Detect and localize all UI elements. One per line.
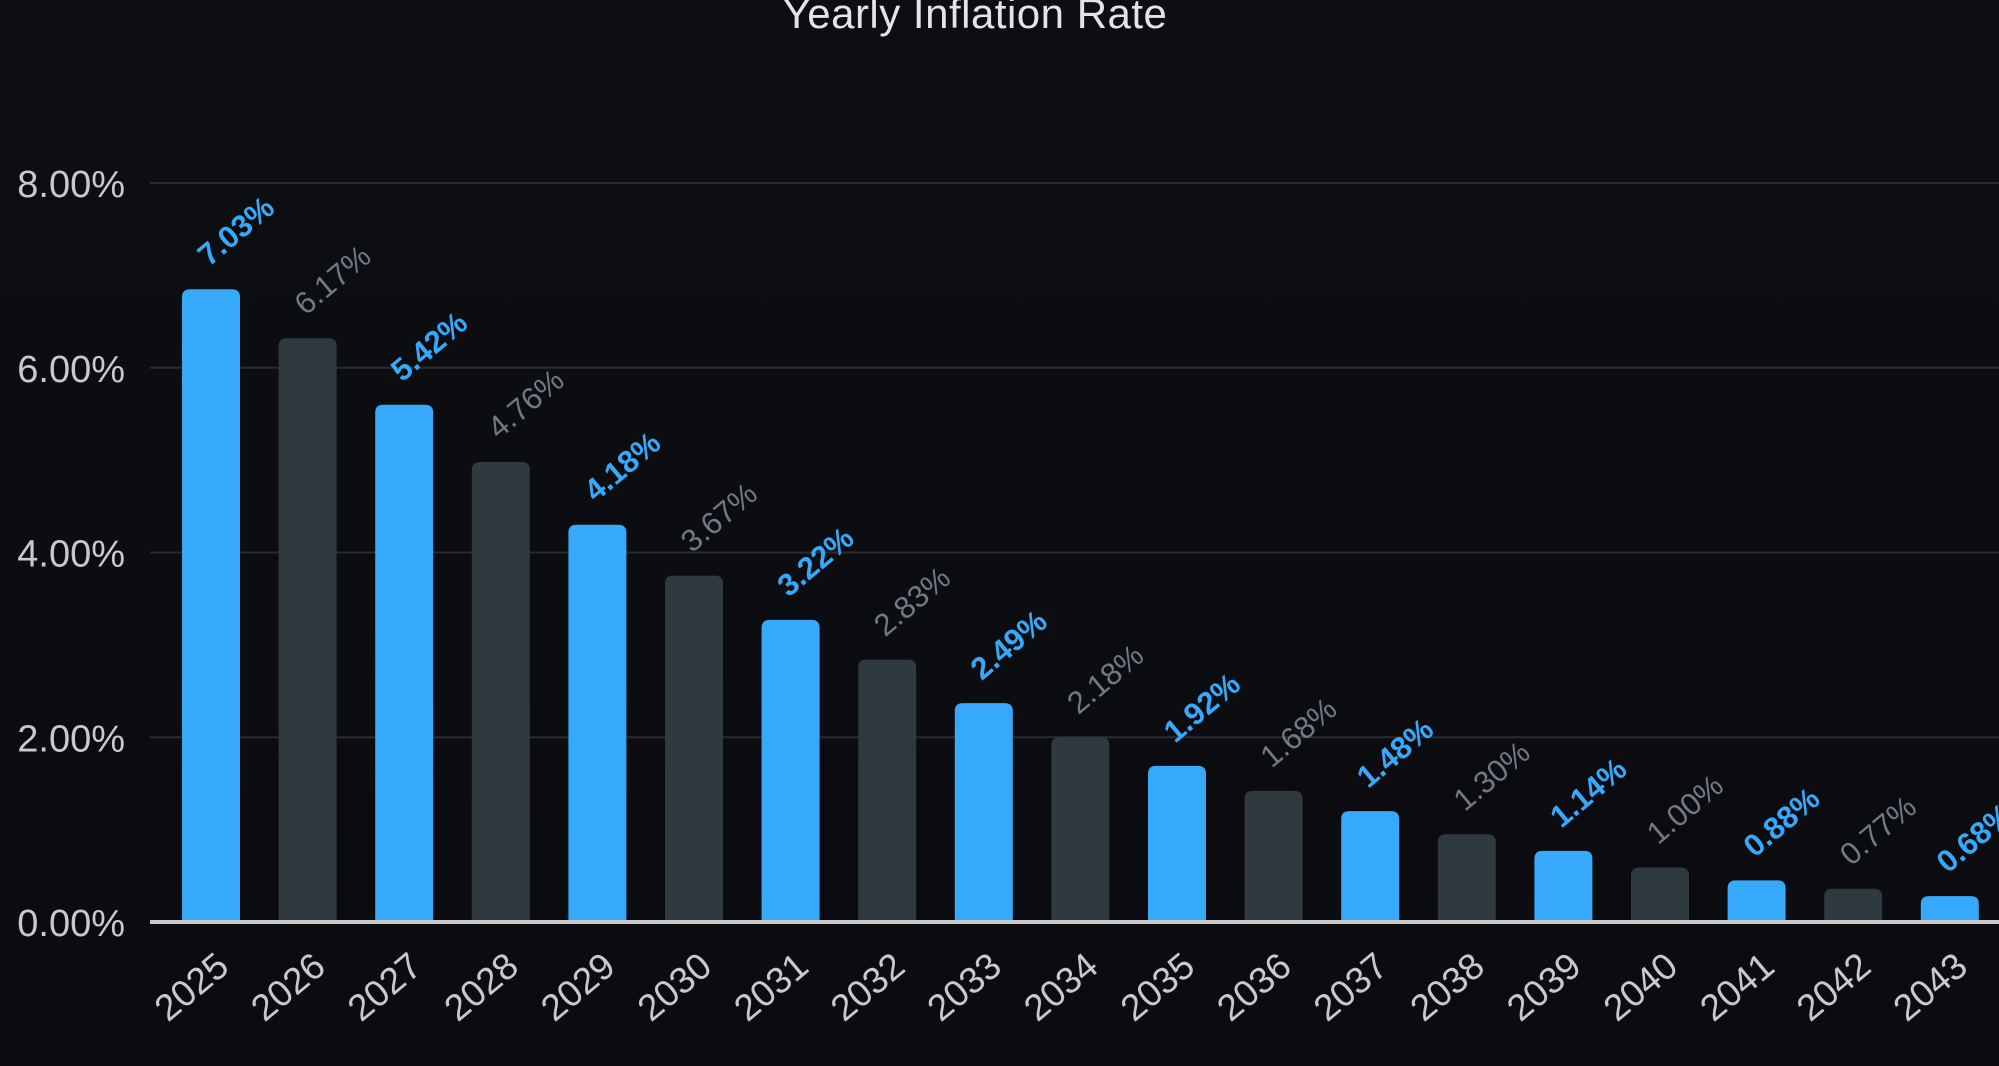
y-tick-label: 0.00%	[17, 903, 125, 945]
data-label-2043: 0.68%	[1930, 796, 1999, 879]
x-tick-label-2029: 2029	[533, 945, 622, 1029]
data-label-2036: 1.68%	[1254, 691, 1344, 774]
data-label-2042: 0.77%	[1833, 789, 1923, 872]
bar-2038	[1437, 834, 1496, 922]
data-label-2033: 2.49%	[964, 603, 1054, 686]
bar-2028	[471, 461, 530, 922]
bar-2026	[278, 338, 337, 922]
x-tick-label-2031: 2031	[726, 945, 815, 1029]
x-tick-label-2039: 2039	[1499, 945, 1588, 1029]
bar-2040	[1631, 867, 1689, 922]
x-tick-label-2032: 2032	[823, 945, 912, 1029]
x-tick-label-2042: 2042	[1789, 945, 1878, 1029]
bar-2027	[375, 404, 434, 922]
x-tick-label-2040: 2040	[1596, 945, 1685, 1029]
data-label-2039: 1.14%	[1543, 751, 1633, 834]
x-tick-label-2043: 2043	[1886, 945, 1975, 1029]
bar-2039	[1534, 850, 1593, 922]
data-label-2038: 1.30%	[1447, 734, 1537, 817]
data-label-2030: 3.67%	[674, 476, 764, 559]
bar-2034	[1051, 737, 1110, 922]
bar-2029	[568, 524, 627, 922]
data-label-2028: 4.76%	[481, 362, 571, 445]
x-tick-label-2037: 2037	[1306, 945, 1395, 1029]
bar-2043	[1920, 896, 1979, 922]
x-tick-label-2027: 2027	[340, 945, 429, 1029]
x-tick-label-2034: 2034	[1016, 945, 1105, 1029]
bar-2025	[182, 289, 240, 922]
x-tick-label-2030: 2030	[630, 945, 719, 1029]
data-label-2025: 7.03%	[191, 189, 281, 272]
x-tick-label-2036: 2036	[1209, 945, 1298, 1029]
x-tick-label-2028: 2028	[437, 945, 526, 1029]
bar-2032	[858, 659, 917, 922]
data-label-2032: 2.83%	[867, 560, 957, 643]
y-tick-label: 2.00%	[17, 718, 125, 760]
y-tick-label: 6.00%	[17, 349, 125, 391]
bar-2037	[1341, 811, 1400, 922]
data-label-2041: 0.88%	[1737, 780, 1827, 863]
y-tick-label: 4.00%	[17, 534, 125, 576]
data-label-2037: 1.48%	[1350, 711, 1440, 794]
x-tick-label-2035: 2035	[1113, 945, 1202, 1029]
x-tick-label-2026: 2026	[243, 945, 332, 1029]
data-label-2040: 1.00%	[1640, 768, 1730, 851]
y-tick-label: 8.00%	[17, 164, 125, 206]
bar-2033	[954, 703, 1013, 922]
bar-2031	[761, 619, 820, 922]
bar-2030	[665, 575, 723, 922]
bar-2041	[1727, 880, 1786, 922]
chart-title: Yearly Inflation Rate	[782, 0, 1168, 37]
bar-2042	[1824, 888, 1883, 922]
bar-2036	[1244, 790, 1303, 922]
x-tick-label-2033: 2033	[920, 945, 1009, 1029]
x-tick-label-2038: 2038	[1403, 945, 1492, 1029]
x-tick-label-2041: 2041	[1692, 945, 1781, 1029]
data-label-2031: 3.22%	[771, 520, 861, 603]
data-label-2029: 4.18%	[577, 425, 667, 508]
bar-2035	[1148, 765, 1206, 922]
data-label-2034: 2.18%	[1060, 637, 1150, 720]
data-label-2026: 6.17%	[288, 238, 378, 321]
data-label-2027: 5.42%	[384, 305, 474, 388]
x-tick-label-2025: 2025	[147, 945, 236, 1029]
